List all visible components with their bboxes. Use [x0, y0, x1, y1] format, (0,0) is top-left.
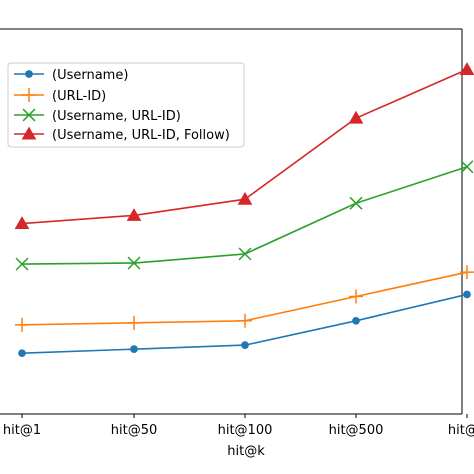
data-point	[18, 349, 26, 358]
data-point	[25, 70, 33, 78]
data-point	[127, 256, 141, 270]
legend-label: (Username)	[52, 68, 128, 83]
plot-frame	[0, 28, 463, 415]
data-point	[15, 257, 29, 271]
legend-label: (Username, URL-ID)	[52, 109, 181, 124]
data-point	[238, 247, 252, 261]
data-point	[238, 313, 252, 328]
series-1	[18, 290, 471, 358]
x-ticks: hit@1 hit@50 hit@100 hit@500 hit@1	[3, 414, 474, 438]
data-point	[130, 345, 138, 354]
data-point	[21, 126, 37, 140]
series-4	[14, 62, 474, 230]
legend-label: (Username, URL-ID, Follow)	[52, 128, 230, 143]
series-line	[21, 166, 468, 265]
legend-entry: (Username, URL-ID)	[14, 108, 181, 124]
data-point	[241, 341, 249, 349]
legend: (Username) (URL-ID) (Username, URL-ID) (Use…	[7, 62, 245, 148]
data-point	[349, 289, 363, 304]
data-point	[22, 88, 36, 102]
data-point	[348, 110, 364, 124]
x-tick-label: hit@1	[3, 423, 41, 438]
legend-entry: (Username, URL-ID, Follow)	[14, 126, 230, 143]
data-point	[349, 196, 363, 210]
legend-box	[7, 62, 245, 148]
series-3	[15, 160, 474, 271]
data-point	[237, 191, 253, 205]
series-layer	[14, 62, 474, 358]
data-point	[14, 216, 30, 230]
data-point	[15, 317, 29, 332]
x-tick-label: hit@500	[329, 423, 384, 438]
legend-entry: (URL-ID)	[14, 88, 106, 104]
data-point	[22, 108, 36, 122]
data-point	[460, 265, 474, 280]
legend-label: (URL-ID)	[52, 89, 106, 104]
data-point	[126, 208, 142, 221]
data-point	[352, 316, 360, 325]
data-point	[459, 62, 474, 76]
series-2	[15, 265, 474, 332]
x-tick-label: hit@100	[218, 423, 273, 438]
data-point	[127, 315, 141, 330]
data-point	[463, 290, 471, 299]
legend-entry: (Username)	[14, 68, 128, 83]
x-axis-label: hit@k	[227, 444, 265, 459]
x-tick-label: hit@1	[448, 423, 474, 438]
x-tick-label: hit@50	[111, 423, 158, 438]
data-point	[460, 160, 474, 174]
